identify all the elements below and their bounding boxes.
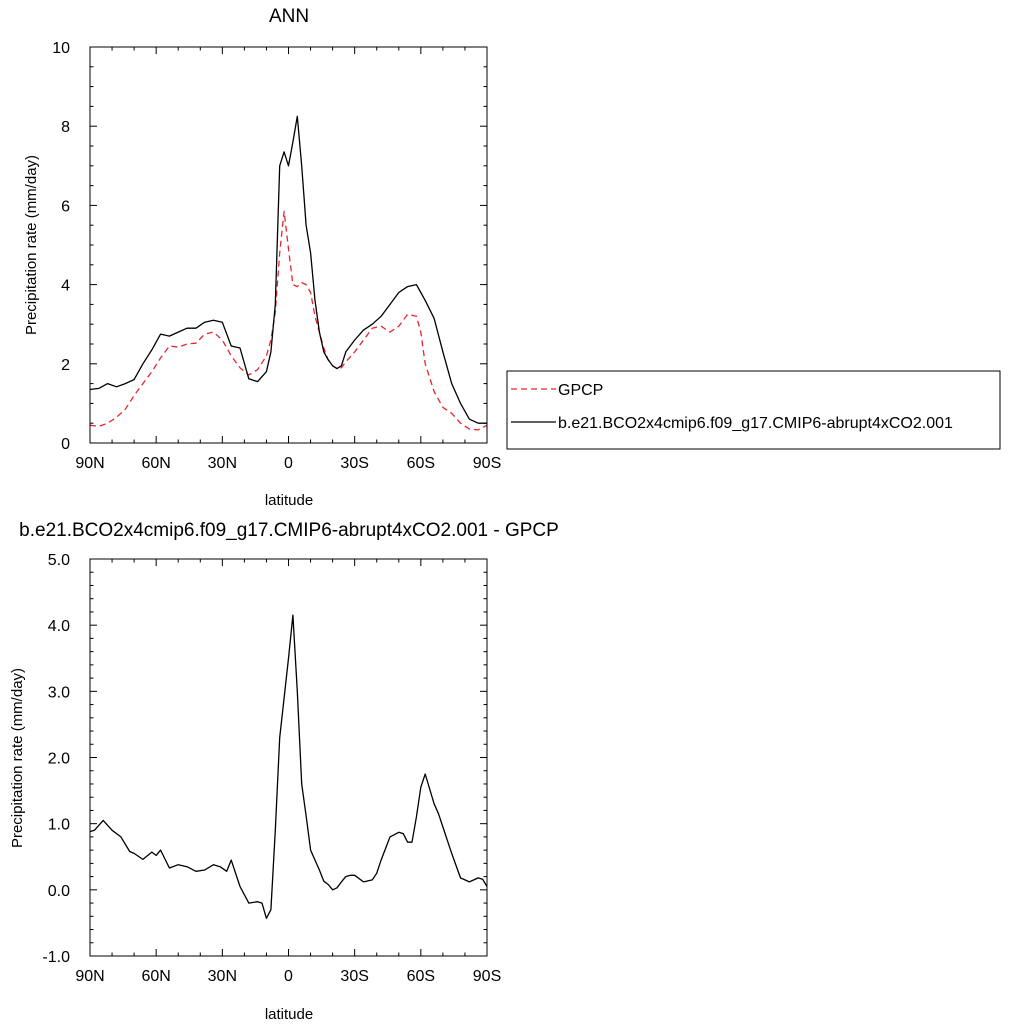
x-tick-label: 60S [407,968,435,985]
y-tick-label: 0.0 [48,883,70,900]
legend-label-model: b.e21.BCO2x4cmip6.f09_g17.CMIP6-abrupt4x… [558,415,953,432]
series-line-model [89,115,487,424]
top-panel: ANN Precipitation rate (mm/day) latitude… [23,6,501,509]
y-tick-label: 8 [61,119,70,136]
y-tick-label: 0 [61,436,70,453]
bottom-chart-title: b.e21.BCO2x4cmip6.f09_g17.CMIP6-abrupt4x… [19,520,559,541]
bottom-panel: b.e21.BCO2x4cmip6.f09_g17.CMIP6-abrupt4x… [9,520,559,1023]
x-tick-label: 0 [284,455,293,472]
y-tick-label: 3.0 [48,684,70,701]
x-tick-label: 60N [141,455,170,472]
x-tick-label: 30S [340,455,368,472]
x-tick-label: 0 [284,968,293,985]
top-tick-group: 90N 60N 30N 0 30S 60S 90S 0 2 4 6 8 10 [52,40,501,472]
x-tick-label: 30S [340,968,368,985]
y-tick-label: 10 [52,40,70,57]
x-tick-label: 90N [75,968,104,985]
x-tick-label: 60N [141,968,170,985]
top-x-axis-label: latitude [265,492,313,509]
x-tick-label: 30N [208,455,237,472]
series-line-difference [89,614,488,919]
bottom-plot-frame [89,558,488,957]
y-tick-label: 2.0 [48,751,70,768]
top-y-axis-label: Precipitation rate (mm/day) [23,155,40,335]
bottom-tick-group: 90N 60N 30N 0 30S 60S 90S -1.0 0.0 1.0 2.0 3.0 4.0 5.… [42,552,501,985]
y-tick-label: 2 [61,357,70,374]
x-tick-label: 30N [208,968,237,985]
top-series-group [89,115,488,431]
legend-label-gpcp: GPCP [558,382,603,399]
y-tick-label: 4.0 [48,618,70,635]
bottom-x-axis-label: latitude [265,1006,313,1023]
bottom-series-group [89,614,488,919]
top-chart-title: ANN [269,6,309,27]
bottom-y-axis-label: Precipitation rate (mm/day) [9,668,26,848]
x-tick-label: 60S [407,455,435,472]
y-tick-label: -1.0 [42,949,70,966]
series-line-gpcp [89,210,488,431]
y-tick-label: 4 [61,278,70,295]
y-tick-label: 5.0 [48,552,70,569]
legend-box [506,370,1001,450]
x-tick-label: 90S [473,455,501,472]
x-tick-label: 90N [75,455,104,472]
top-plot-frame [89,46,488,444]
y-tick-label: 1.0 [48,817,70,834]
y-tick-label: 6 [61,198,70,215]
x-tick-label: 90S [473,968,501,985]
legend: GPCP b.e21.BCO2x4cmip6.f09_g17.CMIP6-abr… [506,370,1001,450]
